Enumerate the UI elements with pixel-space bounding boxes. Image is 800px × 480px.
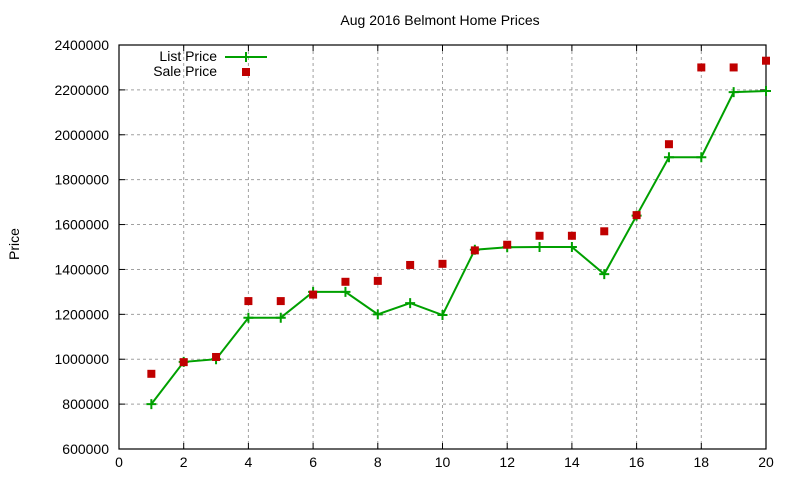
y-tick-label: 2400000 [54, 37, 109, 53]
sale-price-marker [244, 297, 253, 306]
x-tick-label: 14 [564, 454, 580, 470]
list-price-marker [405, 298, 416, 309]
sale-price-marker [697, 63, 706, 72]
list-price-marker [275, 312, 286, 323]
list-price-marker [243, 312, 254, 323]
sale-price-marker [632, 211, 641, 220]
legend-marker-sale-price [242, 68, 250, 76]
legend-label-list-price: List Price [159, 48, 217, 64]
sale-price-marker [309, 290, 318, 299]
list-price-marker [437, 310, 448, 321]
x-tick-label: 6 [309, 454, 317, 470]
list-price-marker [534, 242, 545, 252]
y-tick-label: 800000 [62, 396, 109, 412]
x-tick-label: 2 [180, 454, 188, 470]
list-price-marker [696, 152, 707, 163]
x-tick-label: 12 [499, 454, 515, 470]
sale-price-marker [567, 231, 576, 240]
y-tick-label: 1600000 [54, 217, 109, 233]
list-price-marker [146, 399, 157, 410]
sale-price-marker [729, 63, 738, 72]
sale-price-marker [470, 246, 479, 255]
x-tick-label: 8 [374, 454, 382, 470]
x-tick-label: 4 [245, 454, 253, 470]
sale-price-marker [373, 276, 382, 285]
sale-price-marker [147, 369, 156, 378]
sale-price-marker [600, 227, 609, 236]
list-price-marker [340, 286, 351, 297]
x-tick-label: 20 [758, 454, 774, 470]
x-tick-label: 18 [694, 454, 710, 470]
sale-price-marker [212, 352, 221, 361]
list-price-marker [728, 87, 739, 98]
sale-price-marker [762, 56, 770, 65]
list-price-marker [566, 242, 577, 252]
list-price-marker [599, 269, 610, 280]
legend-label-sale-price: Sale Price [153, 63, 217, 79]
sale-price-marker [503, 240, 512, 249]
chart-title: Aug 2016 Belmont Home Prices [340, 12, 540, 28]
sale-price-marker [276, 297, 285, 306]
x-tick-label: 16 [629, 454, 645, 470]
x-tick-label: 0 [115, 454, 123, 470]
sale-price-marker [179, 358, 188, 367]
y-tick-label: 1200000 [54, 306, 109, 322]
sale-price-marker [341, 277, 350, 286]
list-price-marker [372, 309, 383, 320]
y-tick-label: 1800000 [54, 172, 109, 188]
y-tick-label: 2200000 [54, 82, 109, 98]
sale-price-marker [664, 140, 673, 149]
list-price-marker [761, 86, 771, 97]
list-price-line [150, 90, 767, 405]
list-price-marker [663, 152, 674, 163]
y-tick-label: 2000000 [54, 127, 109, 143]
y-tick-label: 1400000 [54, 261, 109, 277]
y-tick-label: 1000000 [54, 351, 109, 367]
y-tick-label: 600000 [62, 441, 109, 457]
sale-price-marker [406, 260, 415, 269]
sale-price-marker [535, 231, 544, 240]
sale-price-marker [438, 259, 447, 268]
x-tick-label: 10 [435, 454, 451, 470]
